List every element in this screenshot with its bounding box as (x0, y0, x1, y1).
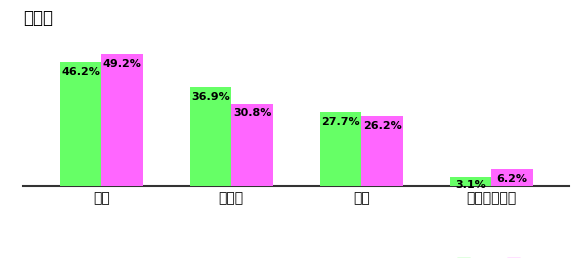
Bar (189, 87, 231, 186)
Text: 30.8%: 30.8% (233, 108, 271, 118)
Text: 6.2%: 6.2% (497, 174, 528, 184)
Text: 27.7%: 27.7% (321, 117, 360, 127)
Bar (101, 54, 143, 186)
Text: 親切を: 親切を (23, 9, 53, 27)
Bar (450, 178, 492, 186)
Bar (60, 62, 101, 186)
Legend: 小学生, 中学生: 小学生, 中学生 (452, 253, 552, 258)
Text: 46.2%: 46.2% (61, 67, 100, 77)
Text: 26.2%: 26.2% (363, 121, 401, 131)
Text: 36.9%: 36.9% (191, 92, 230, 102)
Text: 3.1%: 3.1% (455, 180, 486, 190)
Bar (231, 103, 273, 186)
Bar (361, 116, 403, 186)
Text: 49.2%: 49.2% (103, 59, 142, 69)
Bar (492, 169, 533, 186)
Bar (320, 112, 361, 186)
